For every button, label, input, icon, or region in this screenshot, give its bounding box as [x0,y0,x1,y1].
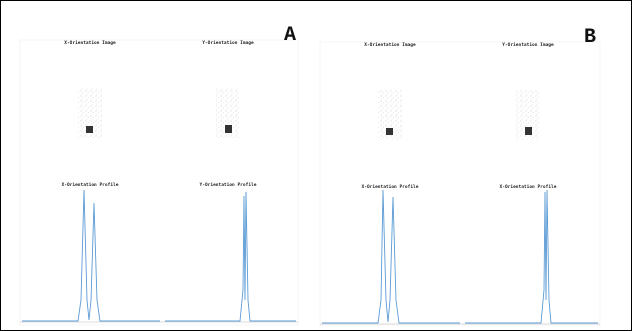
image-blob [225,125,232,133]
figure: A X-Orientation Image Y-Orientation Imag… [0,0,632,331]
image-title: Y-Orientation Image [202,40,254,46]
panel-label: A [284,24,296,47]
image-blob [525,127,532,135]
outer-border [1,1,632,331]
image-title: X-Orientation Image [64,40,116,46]
profile-title: X-Orientation Profile [362,184,419,190]
image-blob [386,128,393,135]
profile-title: Y-Orientation Profile [200,182,257,188]
profile-title: X-Orientation Profile [500,184,557,190]
image-blob [86,126,93,133]
image-title: Y-Orientation Image [502,42,554,48]
image-title: X-Orientation Image [364,42,416,48]
profile-title: X-Orientation Profile [62,182,119,188]
panel-label: B [584,26,596,49]
